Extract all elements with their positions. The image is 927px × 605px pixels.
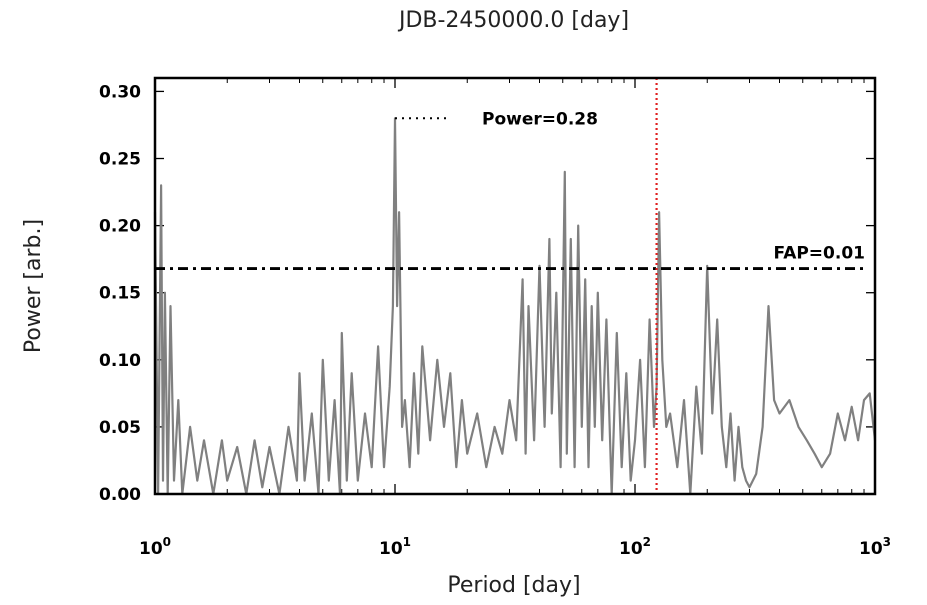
power-label: Power=0.28 xyxy=(482,109,598,129)
y-tick-label: 0.10 xyxy=(99,351,141,371)
y-tick-label: 0.15 xyxy=(99,284,141,304)
x-tick-label: 103 xyxy=(859,535,891,559)
axis-ticks: 0.00 0.05 0.10 0.15 0.20 0.25 0.30 100 101 102 103 xyxy=(99,78,891,559)
y-tick-label: 0.05 xyxy=(99,418,141,438)
y-tick-label: 0.00 xyxy=(99,485,141,505)
x-tick-label: 101 xyxy=(379,535,411,559)
y-tick-label: 0.20 xyxy=(99,217,141,237)
fap-label: FAP=0.01 xyxy=(774,244,865,264)
plot-frame xyxy=(153,76,877,496)
x-axis-label: Period [day] xyxy=(447,573,580,598)
top-axis-label: JDB-2450000.0 [day] xyxy=(397,8,629,33)
y-tick-label: 0.30 xyxy=(99,82,141,102)
x-tick-label: 100 xyxy=(139,535,171,559)
x-tick-label: 102 xyxy=(619,535,651,559)
periodogram-series-line xyxy=(153,117,877,496)
y-tick-label: 0.25 xyxy=(99,150,141,170)
y-axis-label: Power [arb.] xyxy=(21,219,46,353)
annotations: Power=0.28 FAP=0.01 xyxy=(155,78,867,494)
plot-area xyxy=(153,117,877,496)
